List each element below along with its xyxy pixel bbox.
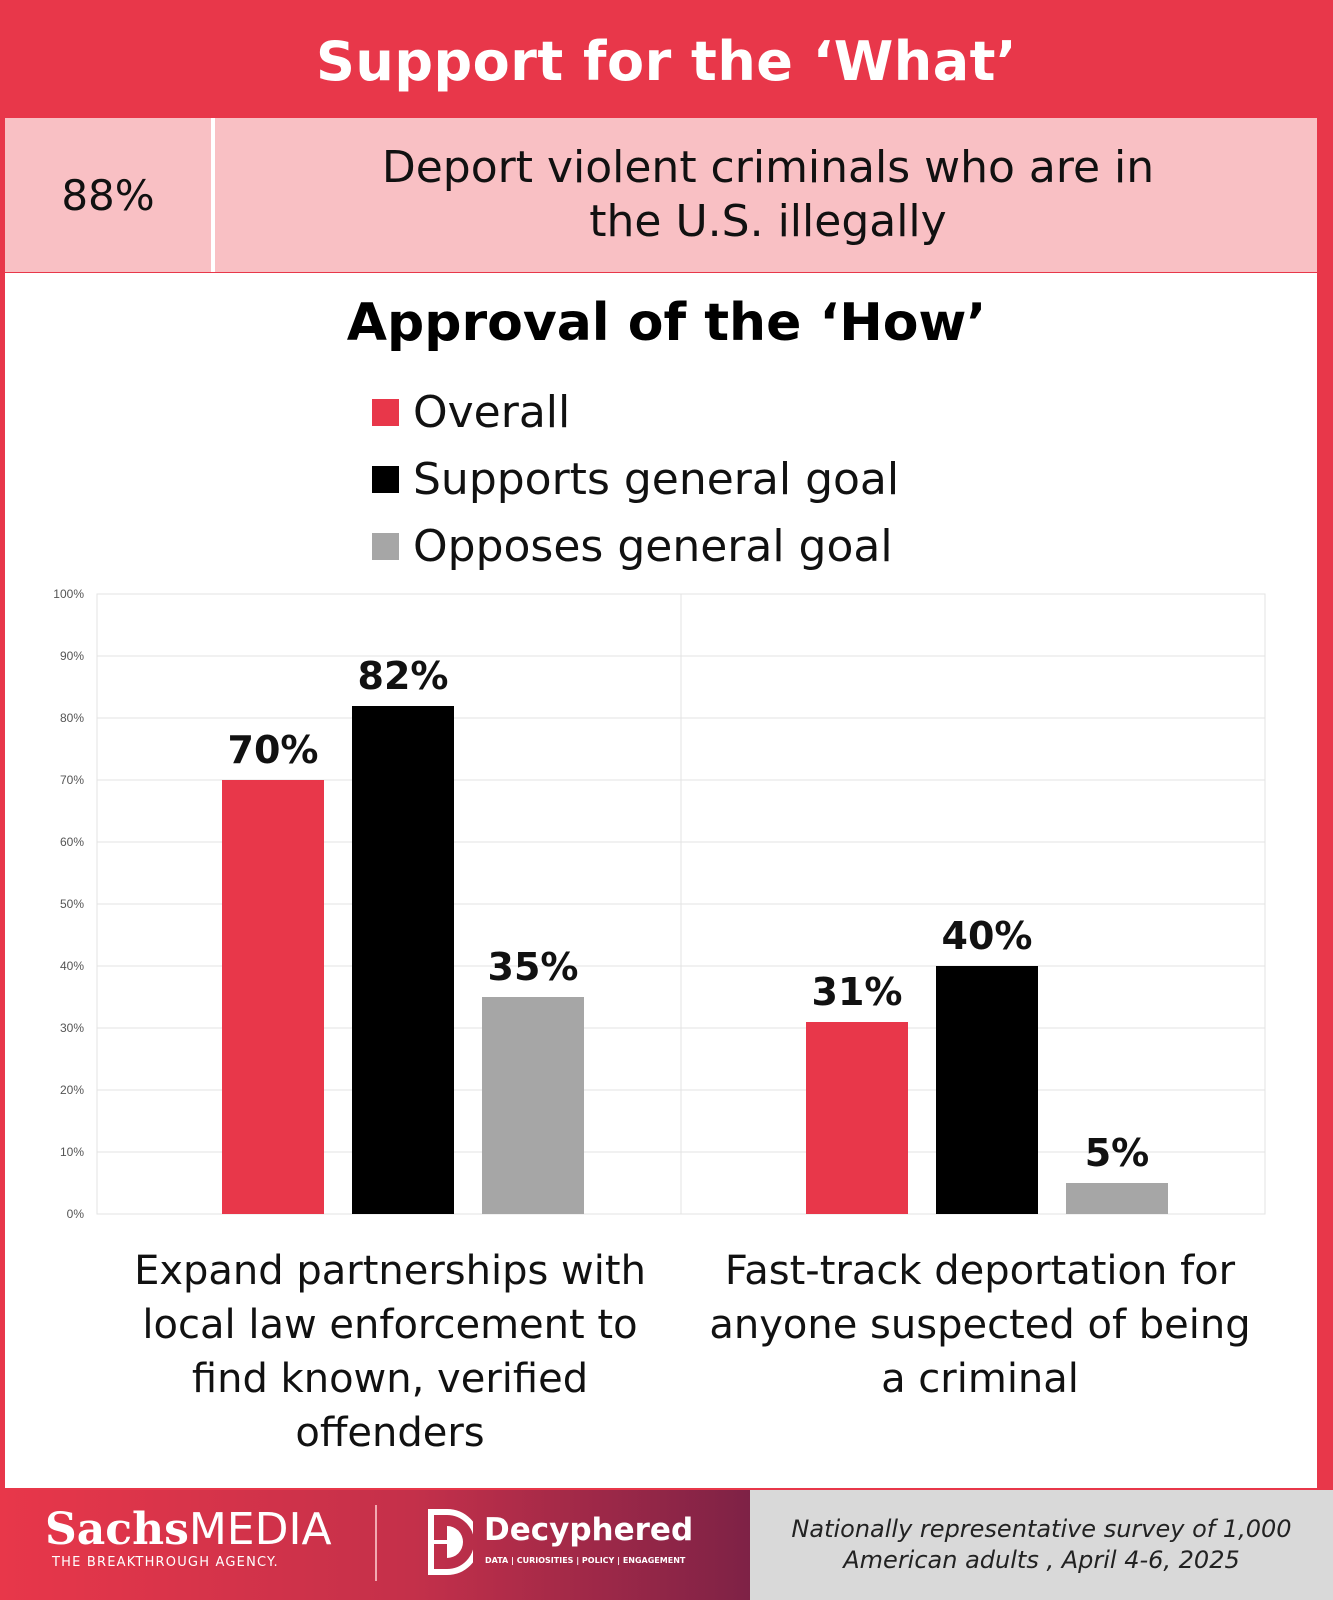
legend-swatch-opposes [372,532,399,560]
data-label-supports-cat1: 82% [357,653,449,698]
legend-label-opposes: Opposes general goal [413,520,893,572]
legend-item-overall: Overall [372,384,570,440]
sachs-logo-media: MEDIA [188,1504,332,1555]
bar-supports-cat2 [936,966,1038,1214]
data-label-supports-cat2: 40% [941,914,1033,958]
category-label-expand-partnerships: Expand partnerships with local law enfor… [134,1248,646,1456]
y-tick-label: 70% [59,773,84,787]
y-tick-label: 30% [59,1021,84,1035]
y-tick-label: 100% [53,587,84,601]
sachs-logo-bold: Sachs [45,1504,189,1555]
legend-label-supports: Supports general goal [413,453,900,505]
bar-opposes-cat1 [482,997,584,1214]
y-tick-label: 0% [66,1207,84,1221]
sachs-media-tagline: THE BREAKTHROUGH AGENCY. [52,1555,279,1570]
header-title: Support for the ‘What’ [316,30,1017,93]
bar-overall-cat1 [222,780,324,1214]
data-label-overall-cat1: 70% [227,728,319,772]
decyphered-logo-name: Decyphered [484,1512,694,1548]
data-label-opposes-cat2: 5% [1084,1131,1150,1175]
y-tick-label: 40% [59,959,84,973]
y-tick-label: 50% [59,897,84,911]
decyphered-logo-icon [428,1509,473,1575]
legend-item-opposes: Opposes general goal [372,518,893,574]
bar-supports-cat1 [352,705,454,1214]
legend-item-supports: Supports general goal [372,451,899,507]
legend-swatch-overall [372,398,399,426]
y-tick-label: 80% [59,711,84,725]
data-label-opposes-cat1: 35% [487,945,579,989]
decyphered-tagline: DATA | CURIOSITIES | POLICY | ENGAGEMENT [485,1556,686,1565]
chart-title: Approval of the ‘How’ [346,293,987,353]
legend-label-overall: Overall [413,386,571,438]
data-label-overall-cat2: 31% [811,969,903,1014]
bar-overall-cat2 [806,1021,908,1214]
what-percent: 88% [5,118,215,272]
y-tick-label: 60% [59,835,84,849]
logo-divider [375,1505,377,1581]
y-tick-label: 90% [59,649,84,663]
category-label-fast-track: Fast-track deportation for anyone suspec… [709,1248,1251,1402]
y-tick-label: 20% [59,1083,84,1097]
bar-opposes-cat2 [1066,1183,1168,1214]
legend-swatch-supports [372,465,399,493]
y-tick-label: 10% [59,1145,84,1159]
what-statement: Deport violent criminals who are in the … [381,142,1155,247]
what-row: 88% Deport violent criminals who are in … [5,118,1317,272]
sachs-media-logo: SachsMEDIA [45,1500,332,1560]
survey-note: Nationally representative survey of 1,00… [750,1490,1333,1600]
